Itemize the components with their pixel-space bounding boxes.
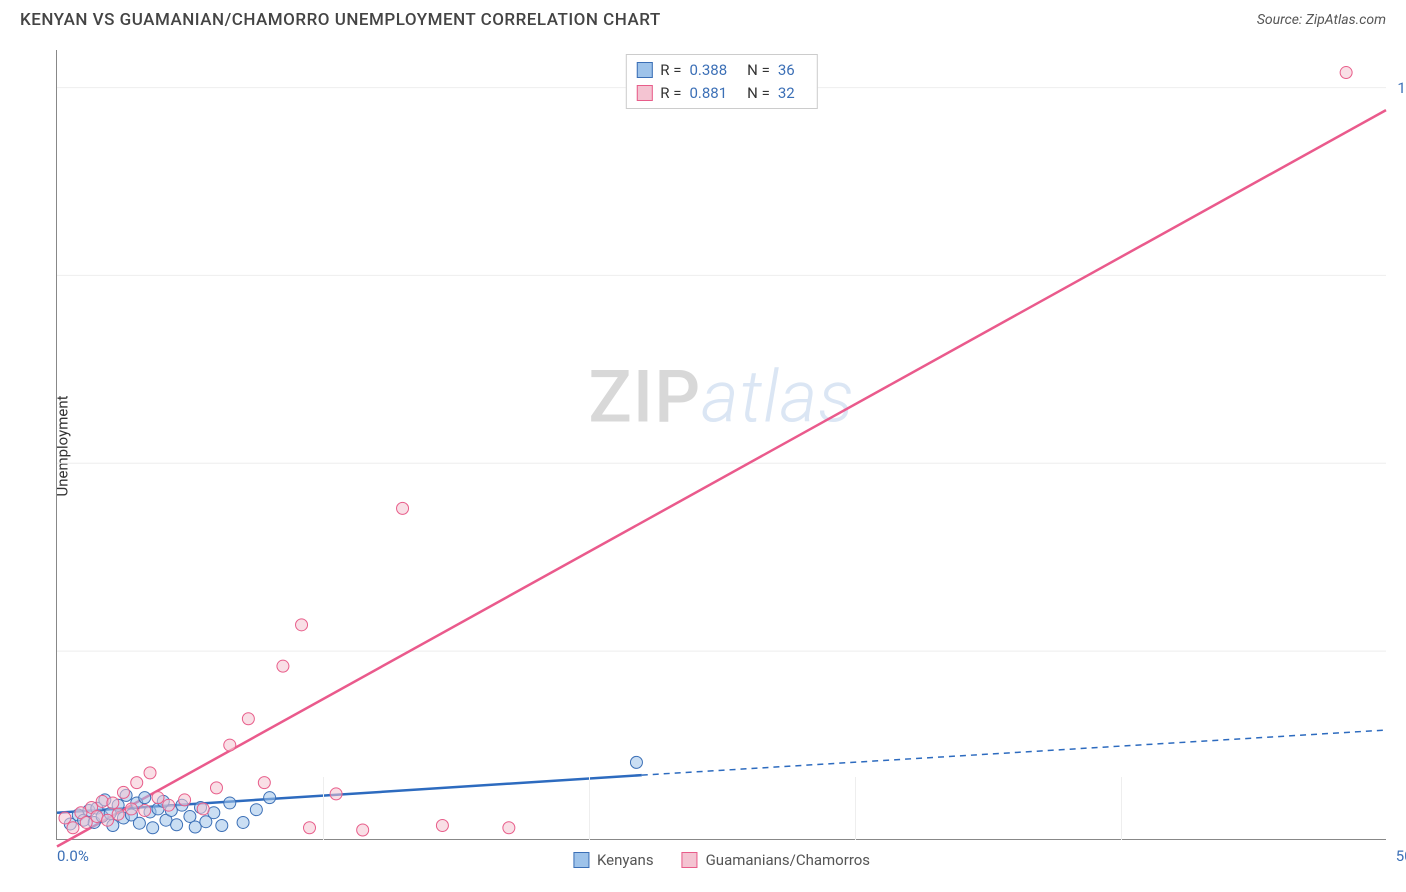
data-point	[210, 782, 222, 794]
legend-item-kenyans: Kenyans	[573, 851, 654, 869]
data-point	[242, 713, 254, 725]
data-point	[397, 502, 409, 514]
stats-legend: R = 0.388 N = 36 R = 0.881 N = 32	[625, 54, 817, 109]
grid-line	[589, 777, 590, 840]
data-point	[179, 794, 191, 806]
data-point	[216, 819, 228, 831]
data-point	[171, 819, 183, 831]
bottom-legend: Kenyans Guamanians/Chamorros	[573, 851, 870, 869]
stats-row-guamanians: R = 0.881 N = 32	[636, 82, 806, 105]
data-point	[237, 816, 249, 828]
data-point	[330, 788, 342, 800]
source-label: Source: ZipAtlas.com	[1257, 12, 1386, 28]
data-point	[133, 817, 145, 829]
r-value-kenyans: 0.388	[689, 59, 727, 82]
data-point	[96, 795, 108, 807]
y-tick-label: 75.0%	[1391, 267, 1406, 285]
n-label: N =	[747, 82, 770, 105]
y-tick-label: 25.0%	[1391, 643, 1406, 661]
data-point	[117, 786, 129, 798]
legend-item-guamanians: Guamanians/Chamorros	[682, 851, 870, 869]
x-tick-label: 50.0%	[1396, 847, 1406, 865]
y-tick-label: 100.0%	[1391, 79, 1406, 97]
data-point	[630, 756, 642, 768]
x-tick-label: 0.0%	[57, 847, 89, 865]
data-point	[224, 797, 236, 809]
data-point	[59, 812, 71, 824]
data-point	[258, 777, 270, 789]
swatch-kenyans	[636, 62, 652, 78]
data-point	[250, 804, 262, 816]
data-point	[1340, 67, 1352, 79]
data-point	[197, 803, 209, 815]
data-point	[139, 792, 151, 804]
legend-label-kenyans: Kenyans	[597, 851, 654, 869]
data-point	[67, 822, 79, 834]
data-point	[131, 777, 143, 789]
grid-line	[1121, 777, 1122, 840]
chart-plot-area: ZIPatlas R = 0.388 N = 36 R = 0.881 N = …	[56, 50, 1386, 840]
swatch-guamanians	[682, 852, 698, 868]
data-point	[189, 821, 201, 833]
grid-line	[323, 777, 324, 840]
data-point	[436, 819, 448, 831]
n-value-guamanians: 32	[778, 82, 795, 105]
data-point	[112, 808, 124, 820]
data-point	[80, 816, 92, 828]
data-point	[152, 792, 164, 804]
data-point	[125, 803, 137, 815]
data-point	[304, 822, 316, 834]
y-tick-label: 50.0%	[1391, 455, 1406, 473]
trend-line	[57, 110, 1386, 846]
data-point	[503, 822, 515, 834]
grid-line	[855, 777, 856, 840]
data-point	[224, 739, 236, 751]
r-label: R =	[660, 59, 681, 82]
data-point	[277, 660, 289, 672]
swatch-kenyans	[573, 852, 589, 868]
n-label: N =	[747, 59, 770, 82]
data-point	[163, 799, 175, 811]
data-point	[264, 792, 276, 804]
title-bar: KENYAN VS GUAMANIAN/CHAMORRO UNEMPLOYMEN…	[0, 0, 1406, 38]
data-point	[107, 797, 119, 809]
data-point	[357, 824, 369, 836]
data-point	[144, 767, 156, 779]
r-value-guamanians: 0.881	[689, 82, 727, 105]
chart-title: KENYAN VS GUAMANIAN/CHAMORRO UNEMPLOYMEN…	[20, 10, 661, 30]
data-point	[102, 814, 114, 826]
stats-row-kenyans: R = 0.388 N = 36	[636, 59, 806, 82]
scatter-plot-svg	[57, 50, 1386, 839]
legend-label-guamanians: Guamanians/Chamorros	[706, 851, 870, 869]
data-point	[147, 822, 159, 834]
data-point	[139, 804, 151, 816]
n-value-kenyans: 36	[778, 59, 795, 82]
swatch-guamanians	[636, 85, 652, 101]
r-label: R =	[660, 82, 681, 105]
data-point	[296, 619, 308, 631]
trend-line-dashed	[642, 730, 1386, 775]
